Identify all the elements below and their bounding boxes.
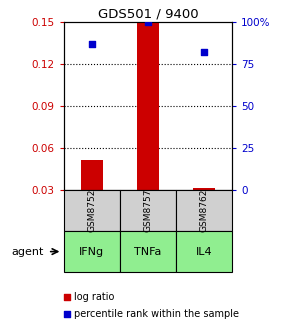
Text: GSM8762: GSM8762	[200, 189, 209, 232]
Bar	[176, 190, 232, 231]
Point	[146, 19, 150, 25]
Text: TNFa: TNFa	[134, 247, 162, 257]
Text: GSM8752: GSM8752	[87, 189, 96, 232]
Bar	[120, 190, 176, 231]
Bar	[81, 161, 103, 190]
Text: percentile rank within the sample: percentile rank within the sample	[74, 309, 239, 319]
Bar	[64, 231, 120, 272]
Text: IFNg: IFNg	[79, 247, 104, 257]
Point	[65, 311, 70, 317]
Text: log ratio: log ratio	[74, 292, 114, 302]
Point	[65, 295, 70, 300]
Bar	[137, 22, 159, 190]
Text: IL4: IL4	[196, 247, 212, 257]
Bar	[120, 231, 176, 272]
Bar	[176, 231, 232, 272]
Title: GDS501 / 9400: GDS501 / 9400	[98, 8, 198, 21]
Bar	[64, 190, 120, 231]
Point	[202, 49, 206, 55]
Text: agent: agent	[12, 247, 44, 257]
Text: GSM8757: GSM8757	[143, 189, 153, 232]
Point	[90, 41, 94, 46]
Bar	[193, 188, 215, 190]
